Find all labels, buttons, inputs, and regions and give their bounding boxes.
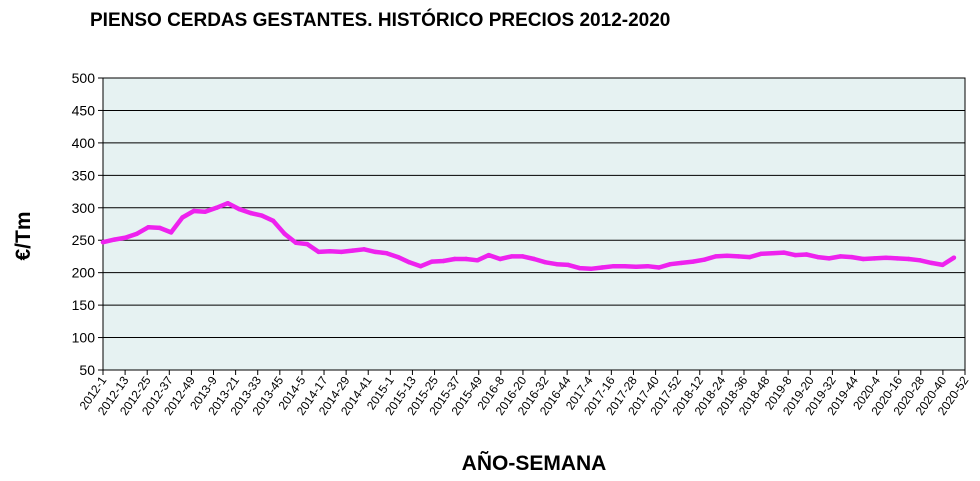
y-tick-label: 150	[72, 297, 96, 313]
data-point	[134, 231, 140, 236]
data-point	[906, 256, 911, 262]
y-tick-label: 350	[72, 167, 96, 183]
data-point	[463, 256, 469, 262]
y-tick-label: 250	[72, 232, 96, 248]
data-point	[531, 256, 537, 262]
data-point	[475, 258, 480, 263]
data-point	[225, 201, 230, 206]
data-point	[418, 264, 423, 269]
y-tick-label: 200	[72, 265, 96, 281]
data-point	[237, 206, 242, 212]
data-point	[668, 262, 673, 267]
data-point	[486, 252, 491, 258]
data-point	[100, 240, 106, 245]
chart-title: PIENSO CERDAS GESTANTES. HISTÓRICO PRECI…	[90, 9, 670, 31]
y-tick-label: 400	[72, 135, 96, 151]
data-point	[724, 253, 730, 258]
data-point	[770, 251, 775, 256]
y-tick-label: 300	[72, 200, 96, 216]
y-axis-ticks: 50 100 150 200 250 300 350 400 450 500	[72, 70, 103, 378]
data-point	[895, 256, 900, 261]
data-point	[248, 210, 253, 216]
data-point	[350, 248, 355, 253]
data-point	[929, 260, 934, 266]
data-point	[690, 259, 696, 264]
data-point	[123, 235, 128, 240]
data-point	[634, 264, 639, 269]
grid-lines	[103, 77, 965, 371]
data-point	[713, 254, 718, 259]
data-point	[702, 257, 707, 262]
data-point	[849, 254, 854, 260]
data-point	[917, 258, 923, 263]
data-point	[645, 264, 650, 269]
data-point	[577, 265, 582, 271]
price-series-line	[100, 200, 957, 272]
data-point	[146, 225, 151, 230]
data-point	[202, 209, 208, 214]
data-point	[566, 262, 571, 268]
data-point	[373, 249, 378, 255]
data-point	[861, 256, 866, 262]
x-axis-ticks: 2012-12012-132012-252012-372012-492013-9…	[77, 370, 972, 418]
data-point	[316, 249, 321, 255]
data-point	[157, 225, 162, 231]
data-point	[520, 254, 525, 259]
data-point	[441, 258, 446, 264]
plot-area	[102, 77, 966, 371]
data-point	[384, 251, 389, 256]
y-tick-label: 500	[72, 70, 96, 86]
data-point	[622, 264, 628, 269]
data-point	[883, 255, 889, 260]
data-point	[758, 251, 764, 256]
y-axis-title: €/Tm	[12, 211, 35, 260]
data-point	[554, 262, 559, 267]
data-point	[872, 256, 877, 261]
data-point	[168, 230, 174, 235]
data-point	[452, 256, 457, 262]
y-tick-label: 50	[79, 362, 95, 378]
data-point	[736, 254, 741, 259]
data-point	[940, 262, 945, 268]
series-points	[100, 201, 957, 271]
data-point	[293, 240, 299, 245]
x-axis-title: AÑO-SEMANA	[462, 452, 607, 475]
data-point	[509, 254, 514, 259]
y-tick-label: 450	[72, 102, 96, 118]
data-point	[407, 260, 412, 265]
data-point	[191, 208, 196, 214]
data-point	[429, 259, 435, 264]
data-point	[497, 256, 503, 262]
data-point	[951, 255, 957, 260]
data-point	[588, 266, 594, 271]
data-point	[600, 265, 605, 270]
data-point	[826, 256, 832, 261]
data-point	[214, 205, 219, 210]
data-point	[180, 215, 185, 220]
data-point	[679, 260, 684, 266]
data-point	[112, 237, 117, 242]
data-point	[271, 218, 276, 223]
data-point	[611, 264, 616, 269]
data-point	[395, 254, 401, 260]
data-point	[747, 254, 752, 260]
data-point	[305, 241, 310, 247]
data-point	[361, 247, 367, 252]
data-point	[781, 250, 786, 255]
data-point	[543, 260, 548, 265]
y-tick-label: 100	[72, 330, 96, 346]
data-point	[792, 252, 798, 258]
data-point	[838, 254, 843, 259]
data-point	[804, 252, 809, 257]
data-point	[282, 231, 287, 236]
data-point	[815, 254, 820, 260]
data-point	[656, 265, 662, 270]
data-point	[259, 213, 264, 218]
data-point	[339, 249, 344, 255]
data-point	[327, 249, 333, 254]
